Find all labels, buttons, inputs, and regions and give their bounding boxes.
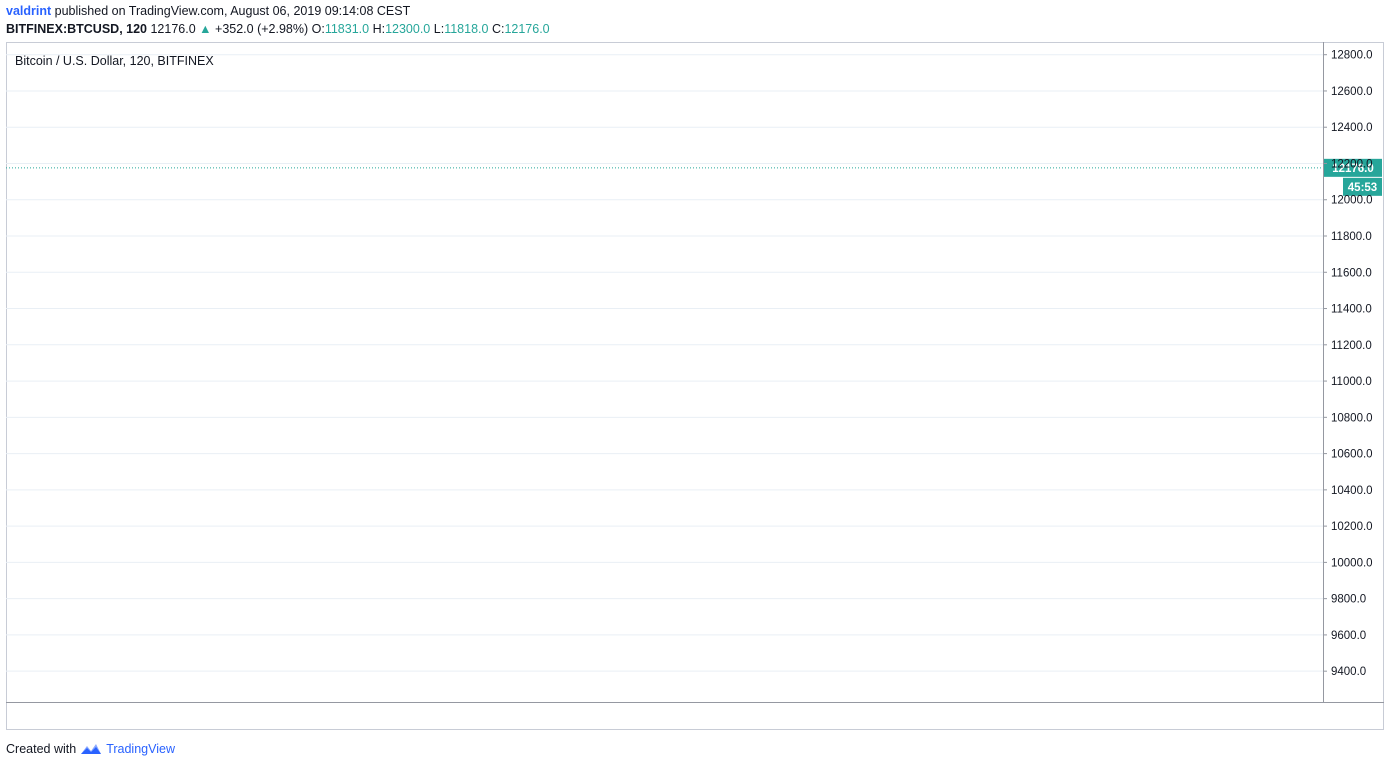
publish-info: valdrint published on TradingView.com, A…: [6, 4, 410, 18]
price-change: +352.0 (+2.98%): [215, 22, 309, 36]
footer: Created with TradingView: [6, 742, 175, 756]
high-value: 12300.0: [385, 22, 431, 36]
chart-title: Bitcoin / U.S. Dollar, 120, BITFINEX: [15, 54, 214, 68]
y-tick-label: 12600.0: [1331, 86, 1373, 98]
y-tick-label: 11200.0: [1331, 340, 1372, 352]
y-tick-label: 10800.0: [1331, 412, 1373, 424]
axes: 12800.0 12600.0 12400.0 12200.0 12000.0 11800…: [1323, 50, 1373, 678]
price-overlays: 12176.0 45:53: [6, 158, 1382, 196]
y-tick-label: 11600.0: [1331, 267, 1372, 279]
last-price-label: 12176.0: [1332, 163, 1374, 175]
low-value: 11818.0: [444, 22, 489, 36]
close-label: C:: [491, 22, 505, 36]
y-tick-label: 10000.0: [1331, 557, 1373, 569]
y-tick-label: 11800.0: [1331, 231, 1372, 243]
published-text: published on TradingView.com, August 06,…: [54, 4, 411, 18]
tradingview-link[interactable]: TradingView: [106, 742, 175, 756]
author-link[interactable]: valdrint: [6, 4, 52, 18]
created-with-text: Created with: [6, 742, 77, 756]
open-value: 11831.0: [324, 22, 370, 36]
last-price-badge: [1324, 158, 1382, 177]
low-label: L:: [433, 22, 445, 36]
grid: [6, 54, 1323, 672]
symbol-info-bar: BITFINEX:BTCUSD, 120 12176.0 ▲ +352.0 (+…: [6, 22, 550, 36]
y-tick-label: 12000.0: [1331, 195, 1373, 207]
y-tick-label: 11400.0: [1331, 304, 1372, 316]
symbol-label: BITFINEX:BTCUSD, 120: [6, 22, 147, 36]
countdown-badge: [1343, 177, 1382, 196]
y-tick-label: 10200.0: [1331, 521, 1373, 533]
y-tick-label: 11000.0: [1331, 376, 1372, 388]
change-up-icon: ▲: [199, 22, 212, 36]
close-value: 12176.0: [504, 22, 550, 36]
chart-frame[interactable]: 4.618(12470.3)4.13(12263.9)3.61(12044.1)…: [1, 42, 1384, 730]
y-tick-label: 12800.0: [1331, 50, 1373, 62]
high-label: H:: [372, 22, 386, 36]
countdown-label: 45:53: [1348, 182, 1377, 194]
y-tick-label: 10400.0: [1331, 485, 1373, 497]
y-tick-label: 10600.0: [1331, 449, 1373, 461]
last-price: 12176.0: [150, 22, 196, 36]
tradingview-logo-icon: [81, 744, 102, 754]
y-tick-label: 9600.0: [1331, 630, 1366, 642]
y-tick-label: 9400.0: [1331, 666, 1366, 678]
y-tick-label: 9800.0: [1331, 594, 1366, 606]
open-label: O:: [311, 22, 325, 36]
price-chart[interactable]: 4.618(12470.3)4.13(12263.9)3.61(12044.1)…: [1, 42, 1384, 730]
y-tick-label: 12200.0: [1331, 158, 1373, 170]
y-tick-label: 12400.0: [1331, 122, 1373, 134]
